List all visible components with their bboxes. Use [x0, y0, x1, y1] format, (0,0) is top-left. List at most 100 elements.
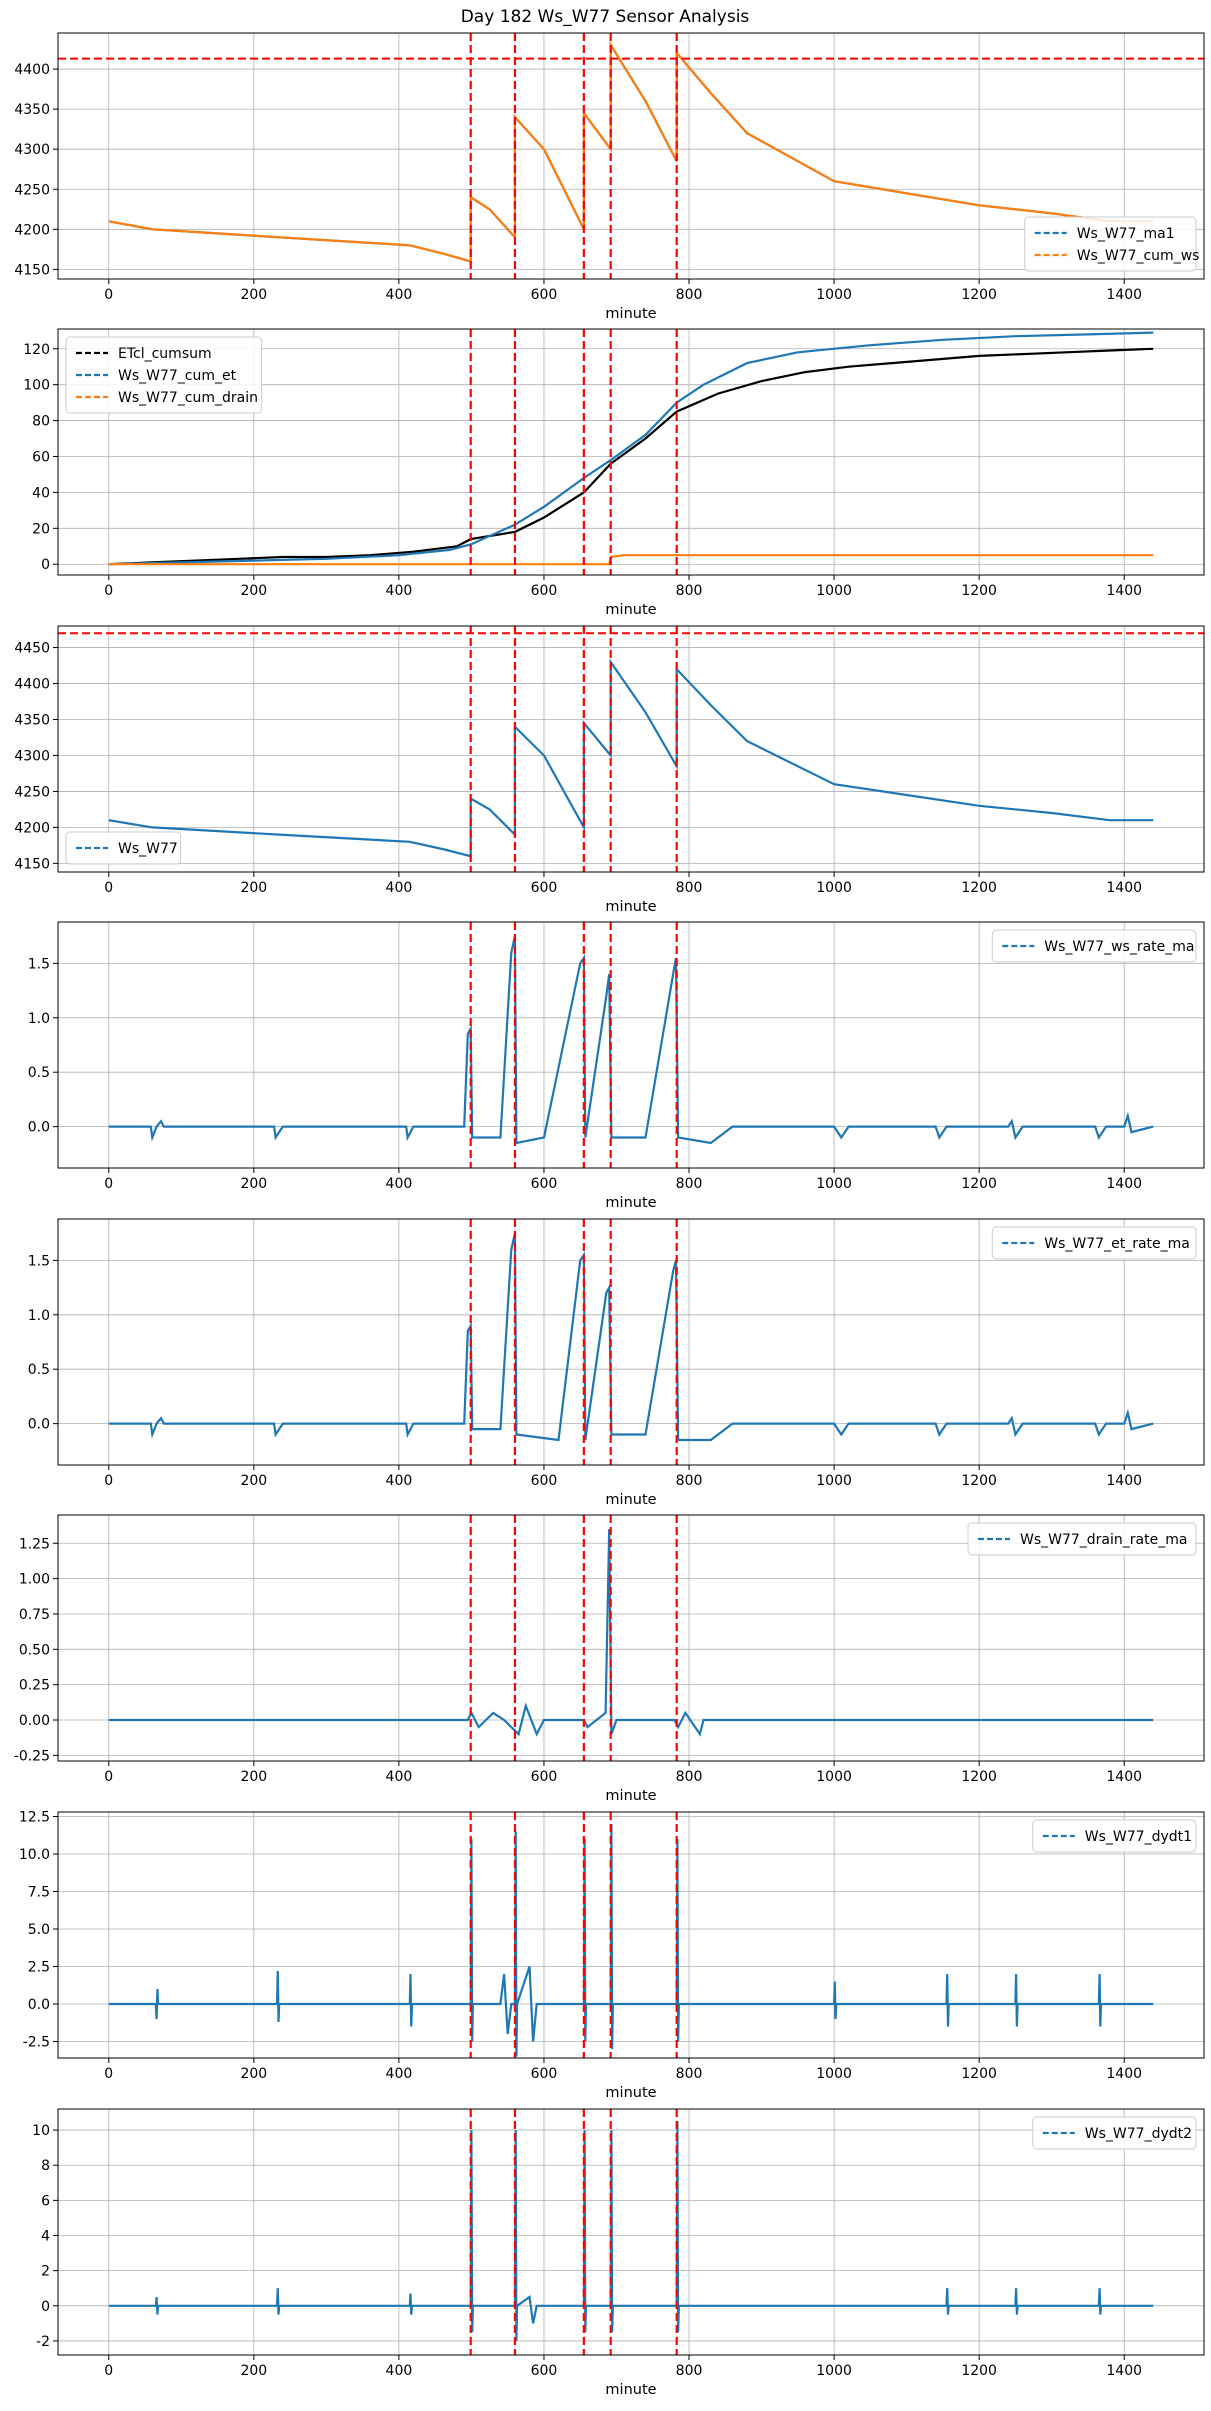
y-tick-label: 12.5 — [19, 1810, 50, 1826]
legend: Ws_W77_dydt2 — [1032, 2116, 1197, 2150]
x-tick-label: 600 — [531, 880, 558, 896]
x-tick-label: 400 — [386, 880, 413, 896]
axes-frame — [57, 32, 1205, 280]
legend: Ws_W77_ws_rate_ma — [991, 929, 1197, 963]
x-tick-label: 1200 — [961, 1769, 997, 1785]
x-tick-label: 1400 — [1106, 1769, 1142, 1785]
y-tick-label: 0.0 — [28, 1417, 50, 1433]
y-tick-label: 2 — [41, 2264, 50, 2280]
subplot-4: 0 200 400 600 800 1000 1200 1400 0.0 0.5 1.0 1.5 min… — [28, 921, 1205, 1211]
x-tick-label: 800 — [676, 1769, 703, 1785]
y-tick-label: 4300 — [14, 748, 50, 764]
x-tick-label: 800 — [676, 2363, 703, 2379]
y-tick-label: 0.0 — [28, 1997, 50, 2013]
x-axis-label: minute — [605, 602, 656, 618]
legend: ETcl_cumsum Ws_W77_cum_et Ws_W77_cum_drain — [65, 336, 263, 414]
x-tick-label: 200 — [240, 1176, 267, 1192]
x-tick-label: 600 — [531, 583, 558, 599]
y-tick-label: 4200 — [14, 820, 50, 836]
y-tick-label: -2.5 — [23, 2035, 50, 2051]
x-tick-label: 400 — [386, 287, 413, 303]
x-tick-label: 400 — [386, 1176, 413, 1192]
x-tick-label: 400 — [386, 1769, 413, 1785]
grid — [58, 1812, 1204, 2058]
legend: Ws_W77_dydt1 — [1032, 1819, 1197, 1853]
series-line-Ws_W77_drain_rate_ma — [108, 1529, 1154, 1737]
legend: Ws_W77_drain_rate_ma — [967, 1522, 1197, 1556]
y-tick-label: 0.5 — [28, 1362, 50, 1378]
legend: Ws_W77_et_rate_ma — [991, 1226, 1197, 1260]
y-tick-label: 5.0 — [28, 1922, 50, 1938]
x-tick-label: 600 — [531, 1769, 558, 1785]
legend-box — [1032, 2116, 1197, 2150]
legend-box — [1024, 216, 1197, 272]
x-tick-label: 1400 — [1106, 1473, 1142, 1489]
y-tick-label: 1.0 — [28, 1308, 50, 1324]
legend: Ws_W77_ma1 Ws_W77_cum_ws — [1024, 216, 1200, 272]
series-line-Ws_W77_dydt2 — [108, 2121, 1154, 2341]
grid — [58, 2109, 1204, 2355]
axes-frame — [57, 328, 1205, 576]
x-tick-label: 200 — [240, 2066, 267, 2082]
y-tick-label: 100 — [23, 378, 50, 394]
plot-area — [108, 2109, 1154, 2355]
y-tick-label: 8 — [41, 2158, 50, 2174]
y-tick-label: 1.25 — [19, 1536, 50, 1552]
x-tick-label: 0 — [104, 1473, 113, 1489]
x-tick-label: 1200 — [961, 880, 997, 896]
legend-box — [1032, 1819, 1197, 1853]
axes-frame — [57, 1514, 1205, 1762]
series-line-Ws_W77 — [108, 658, 1154, 858]
x-tick-label: 400 — [386, 583, 413, 599]
x-tick-label: 1000 — [816, 2066, 852, 2082]
y-tick-label: 120 — [23, 342, 50, 358]
y-tick-label: 4150 — [14, 262, 50, 278]
x-tick-label: 0 — [104, 287, 113, 303]
y-tick-label: 1.5 — [28, 1253, 50, 1269]
y-tick-label: 10 — [32, 2123, 50, 2139]
subplot-7: 0 200 400 600 800 1000 1200 1400 -2.5 0.0 2.5 5.0 7.… — [19, 1810, 1205, 2101]
figure-title: Day 182 Ws_W77 Sensor Analysis — [461, 7, 750, 27]
legend-label: ETcl_cumsum — [118, 346, 212, 362]
legend-label: Ws_W77_ws_rate_ma — [1044, 939, 1194, 955]
x-axis-label: minute — [605, 306, 656, 322]
legend-label: Ws_W77_drain_rate_ma — [1020, 1532, 1187, 1548]
x-tick-label: 0 — [104, 1176, 113, 1192]
y-tick-label: 80 — [32, 414, 50, 430]
y-tick-label: 4200 — [14, 222, 50, 238]
x-tick-label: 200 — [240, 287, 267, 303]
legend-label: Ws_W77_cum_drain — [118, 390, 258, 406]
x-tick-label: 0 — [104, 1769, 113, 1785]
x-tick-label: 200 — [240, 2363, 267, 2379]
x-tick-label: 600 — [531, 2066, 558, 2082]
y-tick-label: 4250 — [14, 182, 50, 198]
x-tick-label: 200 — [240, 1769, 267, 1785]
y-tick-label: 0.50 — [19, 1642, 50, 1658]
x-tick-label: 600 — [531, 1473, 558, 1489]
x-tick-label: 400 — [386, 1473, 413, 1489]
x-tick-label: 400 — [386, 2363, 413, 2379]
legend-box — [65, 336, 263, 414]
y-tick-label: 1.00 — [19, 1572, 50, 1588]
subplot-1: 0 200 400 600 800 1000 1200 1400 4150 4200 4250 430… — [14, 32, 1205, 322]
y-tick-label: 0 — [41, 557, 50, 573]
legend-box — [967, 1522, 1197, 1556]
x-tick-label: 1000 — [816, 2363, 852, 2379]
y-tick-label: 2.5 — [28, 1960, 50, 1976]
series-line-Ws_W77_cum_et — [108, 331, 1154, 566]
y-tick-label: 20 — [32, 521, 50, 537]
y-tick-label: 0.00 — [19, 1713, 50, 1729]
y-tick-label: 4250 — [14, 784, 50, 800]
series-line-Ws_W77_ws_rate_ma — [108, 935, 1154, 1145]
subplot-8: 0 200 400 600 800 1000 1200 1400 -2 0 2 4 6 8 10 minute… — [32, 2108, 1205, 2398]
x-axis-label: minute — [605, 1492, 656, 1508]
x-tick-label: 800 — [676, 1176, 703, 1192]
legend-label: Ws_W77_cum_ws — [1077, 248, 1200, 264]
plot-area — [108, 1515, 1154, 1761]
x-axis-label: minute — [605, 2382, 656, 2398]
x-tick-label: 0 — [104, 2363, 113, 2379]
x-tick-label: 1200 — [961, 287, 997, 303]
x-tick-label: 800 — [676, 1473, 703, 1489]
x-axis-label: minute — [605, 899, 656, 915]
x-tick-label: 1000 — [816, 287, 852, 303]
